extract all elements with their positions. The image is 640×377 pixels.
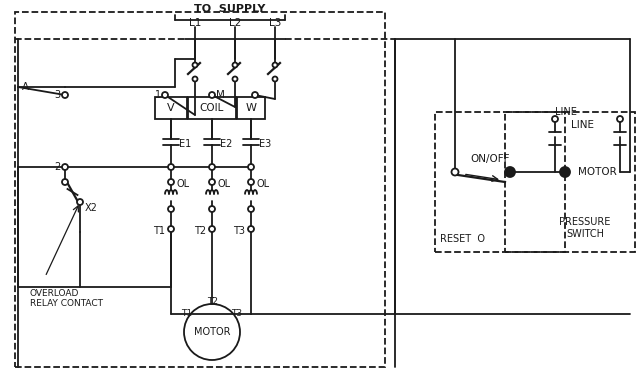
Circle shape xyxy=(505,167,515,177)
Text: M: M xyxy=(216,90,225,100)
Circle shape xyxy=(273,63,278,67)
Circle shape xyxy=(273,77,278,81)
Circle shape xyxy=(168,164,174,170)
Bar xyxy=(505,112,635,252)
Circle shape xyxy=(77,199,83,205)
Text: RELAY CONTACT: RELAY CONTACT xyxy=(30,299,103,308)
Circle shape xyxy=(193,77,198,81)
Bar xyxy=(188,97,236,119)
Text: L1: L1 xyxy=(189,18,201,28)
Circle shape xyxy=(209,179,215,185)
Text: E1: E1 xyxy=(179,139,191,149)
Circle shape xyxy=(560,167,570,177)
Circle shape xyxy=(248,226,254,232)
Circle shape xyxy=(209,226,215,232)
Text: L3: L3 xyxy=(269,18,281,28)
Bar xyxy=(435,112,565,252)
Text: TO  SUPPLY: TO SUPPLY xyxy=(195,4,266,14)
Text: OVERLOAD: OVERLOAD xyxy=(30,290,79,299)
Text: V: V xyxy=(167,103,175,113)
Circle shape xyxy=(193,63,198,67)
Circle shape xyxy=(248,179,254,185)
Bar xyxy=(15,12,385,367)
Text: T2: T2 xyxy=(194,226,206,236)
Circle shape xyxy=(168,179,174,185)
Text: OL: OL xyxy=(257,179,269,189)
Text: T3: T3 xyxy=(233,226,245,236)
Text: PRESSURE: PRESSURE xyxy=(559,217,611,227)
Text: MOTOR: MOTOR xyxy=(194,327,230,337)
Text: T1: T1 xyxy=(153,226,165,236)
Text: T3: T3 xyxy=(232,310,243,319)
Text: X2: X2 xyxy=(85,203,98,213)
Circle shape xyxy=(162,92,168,98)
Text: E3: E3 xyxy=(259,139,271,149)
Text: E2: E2 xyxy=(220,139,232,149)
Circle shape xyxy=(232,77,237,81)
Text: OL: OL xyxy=(218,179,230,189)
Circle shape xyxy=(248,164,254,170)
Text: 3: 3 xyxy=(54,90,60,100)
Circle shape xyxy=(62,164,68,170)
Circle shape xyxy=(252,92,258,98)
Circle shape xyxy=(209,206,215,212)
Text: SWITCH: SWITCH xyxy=(566,229,604,239)
Circle shape xyxy=(209,92,215,98)
Text: W: W xyxy=(246,103,257,113)
Circle shape xyxy=(451,169,458,176)
Bar xyxy=(155,97,187,119)
Text: ON/OFF: ON/OFF xyxy=(470,154,509,164)
Circle shape xyxy=(552,116,558,122)
Circle shape xyxy=(617,116,623,122)
Text: L2: L2 xyxy=(229,18,241,28)
Bar xyxy=(237,97,265,119)
Circle shape xyxy=(62,179,68,185)
Text: OL: OL xyxy=(177,179,189,189)
Text: LINE: LINE xyxy=(555,107,577,117)
Text: 2: 2 xyxy=(54,162,60,172)
Circle shape xyxy=(248,206,254,212)
Circle shape xyxy=(62,92,68,98)
Text: A: A xyxy=(21,82,29,92)
Circle shape xyxy=(168,206,174,212)
Circle shape xyxy=(168,226,174,232)
Text: LINE: LINE xyxy=(570,120,593,130)
Text: RESET  O: RESET O xyxy=(440,234,486,244)
Text: T1: T1 xyxy=(181,310,193,319)
Circle shape xyxy=(232,63,237,67)
Circle shape xyxy=(209,164,215,170)
Circle shape xyxy=(184,304,240,360)
Text: 1: 1 xyxy=(155,90,161,100)
Text: T2: T2 xyxy=(207,297,218,307)
Text: COIL: COIL xyxy=(200,103,224,113)
Text: MOTOR: MOTOR xyxy=(578,167,617,177)
